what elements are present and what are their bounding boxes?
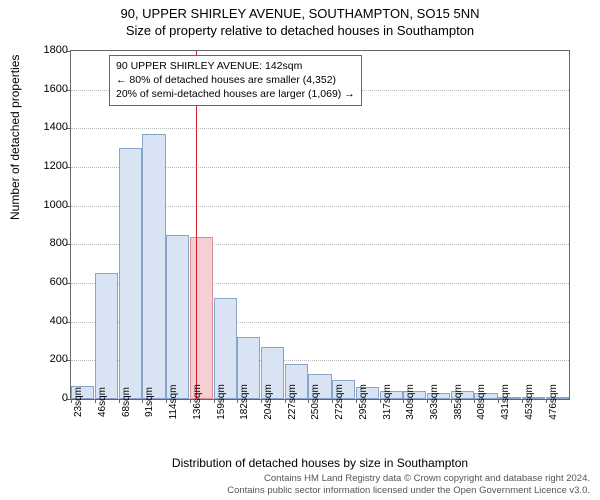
annotation-box: 90 UPPER SHIRLEY AVENUE: 142sqm ← 80% of… [109,55,362,106]
annotation-line-2: ← 80% of detached houses are smaller (4,… [116,73,355,87]
chart-subtitle: Size of property relative to detached ho… [0,23,600,40]
x-tick-mark [95,399,96,403]
x-tick-label: 46sqm [97,387,108,417]
x-tick-mark [522,399,523,403]
x-tick-label: 114sqm [168,385,179,420]
x-tick-label: 91sqm [144,387,155,417]
x-tick-mark [285,399,286,403]
y-tick-label: 1200 [28,160,68,172]
footnote-line-1: Contains HM Land Registry data © Crown c… [227,473,590,484]
chart-title: 90, UPPER SHIRLEY AVENUE, SOUTHAMPTON, S… [0,0,600,23]
y-axis-label: Number of detached properties [8,55,22,220]
annotation-line-3: 20% of semi-detached houses are larger (… [116,87,355,101]
x-tick-label: 431sqm [500,384,511,420]
y-tick-label: 200 [28,353,68,365]
histogram-bar [166,235,189,399]
x-tick-mark [451,399,452,403]
y-tick-label: 1400 [28,121,68,133]
histogram-bar [142,134,165,399]
histogram-bar [95,273,118,399]
y-tick-label: 0 [28,392,68,404]
x-tick-label: 295sqm [358,384,369,420]
y-tick-label: 600 [28,276,68,288]
x-tick-mark [214,399,215,403]
x-tick-label: 408sqm [476,384,487,420]
gridline [71,128,569,129]
x-tick-mark [427,399,428,403]
y-tick-label: 800 [28,237,68,249]
x-tick-mark [166,399,167,403]
x-tick-mark [380,399,381,403]
y-tick-label: 1600 [28,83,68,95]
x-tick-label: 182sqm [239,384,250,420]
histogram-bar [119,148,142,399]
x-tick-label: 453sqm [524,384,535,420]
x-tick-label: 159sqm [216,384,227,420]
chart-container: 90, UPPER SHIRLEY AVENUE, SOUTHAMPTON, S… [0,0,600,500]
x-tick-label: 385sqm [453,384,464,420]
plot-area: 90 UPPER SHIRLEY AVENUE: 142sqm ← 80% of… [70,50,570,400]
x-tick-mark [498,399,499,403]
footnote: Contains HM Land Registry data © Crown c… [227,473,590,496]
x-tick-label: 23sqm [73,387,84,417]
footnote-line-2: Contains public sector information licen… [227,485,590,496]
x-tick-mark [356,399,357,403]
x-axis-label: Distribution of detached houses by size … [70,456,570,470]
y-tick-label: 1800 [28,44,68,56]
x-tick-label: 204sqm [263,384,274,420]
x-tick-label: 476sqm [548,384,559,420]
histogram-bar [190,237,213,399]
x-tick-mark [119,399,120,403]
x-tick-label: 68sqm [121,387,132,417]
annotation-line-1: 90 UPPER SHIRLEY AVENUE: 142sqm [116,59,355,73]
x-tick-mark [261,399,262,403]
x-tick-label: 272sqm [334,384,345,420]
x-tick-mark [190,399,191,403]
y-tick-label: 400 [28,315,68,327]
y-tick-label: 1000 [28,199,68,211]
x-tick-label: 227sqm [287,384,298,420]
x-tick-label: 317sqm [382,384,393,420]
x-tick-label: 136sqm [192,384,203,420]
x-tick-label: 340sqm [405,384,416,420]
x-tick-mark [546,399,547,403]
x-tick-mark [332,399,333,403]
x-tick-label: 250sqm [310,384,321,420]
x-tick-label: 363sqm [429,384,440,420]
